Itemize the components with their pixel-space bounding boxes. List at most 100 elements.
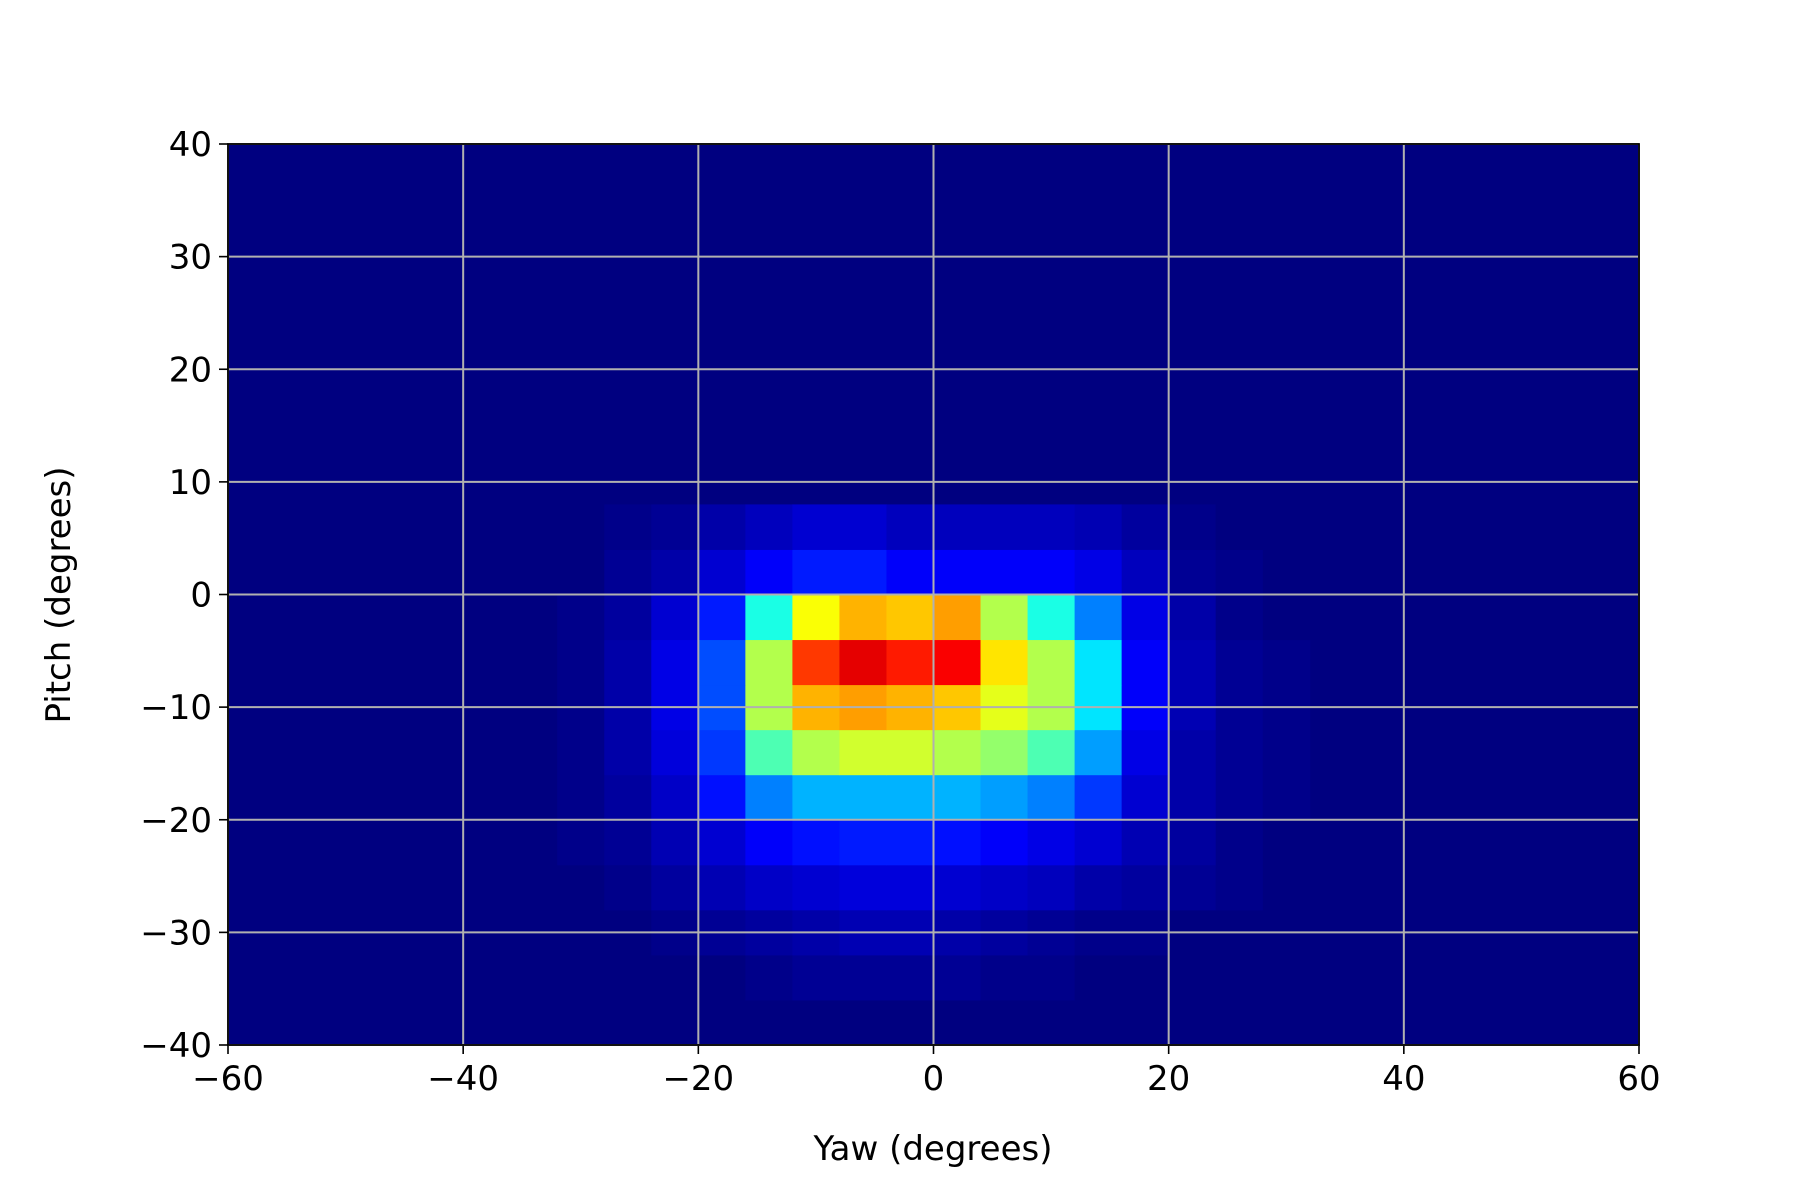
heat-cell	[651, 954, 699, 1001]
heat-cell	[698, 549, 746, 595]
x-axis-label: Yaw (degrees)	[813, 1129, 1053, 1169]
heat-cell	[1215, 729, 1264, 776]
heat-cell	[1074, 504, 1123, 550]
heat-cell	[1074, 864, 1123, 911]
heat-cell	[1027, 639, 1076, 686]
heat-cell	[651, 774, 699, 821]
heat-cell	[1168, 774, 1217, 821]
heat-cell	[557, 594, 605, 641]
y-tick-label: 0	[190, 576, 212, 616]
heat-cell	[604, 639, 652, 686]
heat-cell	[980, 954, 1029, 1001]
heat-cell	[792, 639, 840, 686]
heat-cell	[745, 954, 793, 1001]
heat-cell	[745, 594, 793, 641]
heat-cell	[1168, 819, 1217, 866]
heat-cell	[839, 594, 887, 641]
heat-cell	[1121, 594, 1170, 641]
heat-cell	[698, 639, 746, 686]
heat-cell	[839, 729, 887, 776]
heat-cell	[886, 549, 934, 595]
heat-cell	[1262, 819, 1311, 866]
x-tick-label: 20	[1147, 1059, 1190, 1099]
heat-cell	[980, 819, 1029, 866]
y-tick-label: 40	[169, 125, 212, 165]
heat-cell	[933, 864, 982, 911]
heat-cell	[1215, 549, 1264, 595]
heat-cell	[604, 819, 652, 866]
heat-cell	[1121, 549, 1170, 595]
heat-cell	[1262, 729, 1311, 776]
heat-cell	[698, 504, 746, 550]
y-tick-label: −20	[140, 801, 212, 841]
heat-cell	[1215, 504, 1264, 550]
heat-cell	[698, 864, 746, 911]
heat-cell	[839, 549, 887, 595]
heat-cell	[557, 864, 605, 911]
heat-cell	[980, 594, 1029, 641]
heat-cell	[839, 504, 887, 550]
heat-cell	[1121, 954, 1170, 1001]
heat-cell	[1215, 594, 1264, 641]
heat-cell	[698, 594, 746, 641]
heat-cell	[886, 594, 934, 641]
heat-cell	[792, 594, 840, 641]
y-axis-label: Pitch (degrees)	[39, 467, 79, 724]
heat-cell	[980, 864, 1029, 911]
heat-cell	[1027, 774, 1076, 821]
heat-cell	[1074, 819, 1123, 866]
heat-cell	[1168, 729, 1217, 776]
heat-cell	[604, 774, 652, 821]
heat-cell	[1215, 639, 1264, 686]
heat-cell	[651, 864, 699, 911]
heat-cell	[933, 819, 982, 866]
heat-cell	[1121, 774, 1170, 821]
heat-cell	[1027, 864, 1076, 911]
heat-cell	[792, 729, 840, 776]
heat-cell	[604, 549, 652, 595]
heat-cell	[1027, 954, 1076, 1001]
heat-cell	[698, 774, 746, 821]
heat-cell	[886, 864, 934, 911]
heat-cell	[1074, 639, 1123, 686]
x-tick-label: 0	[923, 1059, 945, 1099]
heat-cell	[839, 864, 887, 911]
y-tick-label: 10	[169, 463, 212, 503]
heat-cell	[1027, 504, 1076, 550]
heat-cell	[1262, 594, 1311, 641]
heat-cell	[698, 954, 746, 1001]
x-tick-label: −60	[192, 1059, 264, 1099]
x-tick-label: −20	[662, 1059, 734, 1099]
x-tick-label: 60	[1617, 1059, 1660, 1099]
heat-cell	[933, 504, 982, 550]
heat-cell	[1074, 594, 1123, 641]
heat-cell	[604, 954, 652, 1001]
heat-cell	[1262, 954, 1311, 1001]
heat-cell	[745, 864, 793, 911]
heat-cell	[886, 504, 934, 550]
heat-cell	[980, 549, 1029, 595]
heat-cell	[886, 639, 934, 686]
y-tick-label: −40	[140, 1026, 212, 1066]
heat-cell	[1074, 729, 1123, 776]
heat-cell	[557, 774, 605, 821]
heat-cell	[1262, 504, 1311, 550]
heat-cell	[1074, 549, 1123, 595]
heat-cell	[1262, 639, 1311, 686]
heat-cell	[1121, 639, 1170, 686]
heat-cell	[1121, 729, 1170, 776]
heat-cell	[1074, 774, 1123, 821]
heat-cell	[792, 549, 840, 595]
heat-cell	[745, 504, 793, 550]
heat-cell	[745, 819, 793, 866]
heat-cell	[745, 729, 793, 776]
heat-cell	[1215, 954, 1264, 1001]
heat-cell	[1215, 819, 1264, 866]
heat-cell	[933, 594, 982, 641]
heat-cell	[1215, 864, 1264, 911]
heat-cell	[604, 864, 652, 911]
heat-cell	[604, 729, 652, 776]
heat-cell	[745, 639, 793, 686]
